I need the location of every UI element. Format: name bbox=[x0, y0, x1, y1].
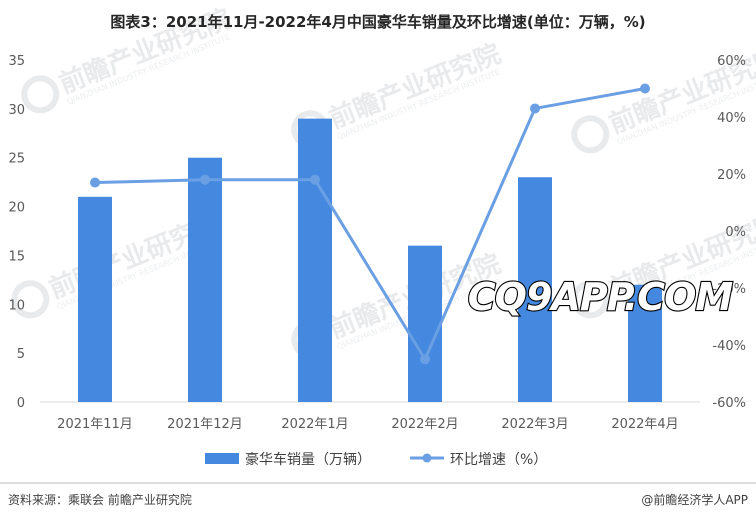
left-axis-ticks: 0 5 10 15 20 25 30 35 bbox=[8, 54, 25, 411]
legend-bar-swatch bbox=[205, 453, 239, 464]
left-tick-label: 20 bbox=[8, 201, 25, 216]
bar bbox=[408, 245, 442, 402]
left-tick-label: 30 bbox=[8, 103, 25, 118]
watermark-logo-icon bbox=[571, 115, 610, 154]
source-note: 资料来源：乘联会 前瞻产业研究院 bbox=[8, 492, 192, 507]
watermark-logo-icon bbox=[571, 280, 610, 319]
x-axis-ticks: 2021年11月 2021年12月 2022年1月 2022年2月 2022年3月 202… bbox=[57, 417, 679, 432]
credit-note: @前瞻经济学人APP bbox=[641, 492, 748, 507]
x-tick-label: 2022年2月 bbox=[391, 417, 458, 432]
x-tick-label: 2022年4月 bbox=[611, 417, 678, 432]
line-series bbox=[90, 83, 650, 365]
legend-bar-label: 豪华车销量（万辆） bbox=[245, 451, 371, 468]
right-tick-label: -60% bbox=[712, 396, 746, 411]
right-tick-label: 20% bbox=[717, 168, 746, 183]
left-tick-label: 35 bbox=[8, 54, 25, 69]
line-point bbox=[420, 354, 430, 365]
stamp-overlay: CQ9APP.COM bbox=[468, 275, 734, 319]
right-axis-ticks: -60% -40% -20% 0% 20% 40% 60% bbox=[712, 54, 746, 411]
bar-series bbox=[78, 118, 662, 402]
x-tick-label: 2022年3月 bbox=[501, 417, 568, 432]
left-tick-label: 15 bbox=[8, 249, 25, 264]
bar bbox=[518, 177, 552, 402]
bar bbox=[628, 284, 662, 402]
line-point bbox=[530, 103, 540, 114]
bar bbox=[78, 196, 112, 402]
bar bbox=[188, 157, 222, 402]
right-tick-label: 60% bbox=[717, 54, 746, 69]
growth-line bbox=[94, 87, 646, 361]
watermark-text: 前瞻产业研究院 bbox=[325, 38, 505, 135]
left-tick-label: 0 bbox=[17, 396, 25, 411]
legend-line-label: 环比增速（%） bbox=[450, 452, 547, 468]
right-tick-label: -20% bbox=[712, 282, 746, 297]
watermark-logo-icon bbox=[21, 75, 60, 114]
x-tick-label: 2022年1月 bbox=[281, 417, 348, 432]
right-tick-label: -40% bbox=[712, 339, 746, 354]
bar bbox=[298, 118, 332, 402]
watermark-logo-icon bbox=[11, 280, 50, 319]
line-point bbox=[310, 174, 320, 185]
x-tick-label: 2021年11月 bbox=[57, 417, 133, 432]
line-point bbox=[640, 83, 650, 94]
line-point bbox=[200, 174, 210, 185]
left-tick-label: 10 bbox=[8, 298, 25, 313]
legend-line-marker bbox=[422, 453, 432, 463]
x-tick-label: 2021年12月 bbox=[167, 417, 243, 432]
right-tick-label: 40% bbox=[717, 111, 746, 126]
right-tick-label: 0% bbox=[725, 225, 746, 240]
line-point bbox=[90, 177, 100, 188]
legend: 豪华车销量（万辆） 环比增速（%） bbox=[205, 451, 547, 468]
left-tick-label: 5 bbox=[17, 347, 25, 362]
chart-title: 图表3：2021年11月-2022年4月中国豪华车销量及环比增速(单位：万辆，%… bbox=[110, 13, 645, 31]
left-tick-label: 25 bbox=[8, 152, 25, 167]
